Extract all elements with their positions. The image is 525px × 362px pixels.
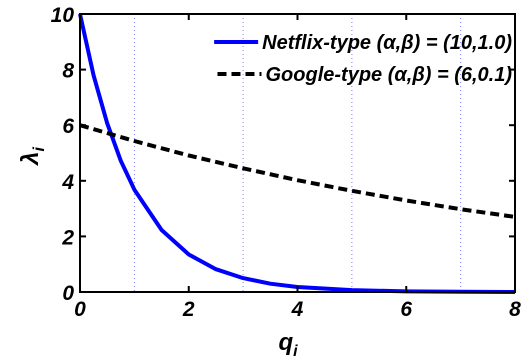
x-tick-label: 6 bbox=[400, 298, 412, 321]
series-layer bbox=[78, 13, 516, 294]
legend: Netflix-type (α,β) = (10,1.0) Google-type… bbox=[214, 32, 512, 86]
plot-area-frame bbox=[79, 13, 516, 293]
y-tick-label: 8 bbox=[62, 60, 74, 83]
x-tick-label: 2 bbox=[182, 298, 195, 321]
y-axis-label-sub: i bbox=[31, 147, 48, 152]
y-tick-label: 6 bbox=[62, 115, 74, 138]
x-axis-ticks: 0 2 4 6 8 bbox=[74, 14, 521, 321]
series-line-2 bbox=[79, 123, 516, 219]
legend-label-2: Google-type (α,β) = (6,0.1) bbox=[265, 64, 512, 86]
x-axis-label: qi bbox=[278, 329, 298, 360]
x-tick-label: 8 bbox=[509, 298, 521, 321]
y-tick-label: 0 bbox=[62, 282, 74, 305]
x-axis-label-sub: i bbox=[293, 343, 298, 360]
y-tick-label: 4 bbox=[61, 171, 74, 194]
series-line-1 bbox=[78, 13, 516, 294]
legend-label-1: Netflix-type (α,β) = (10,1.0) bbox=[262, 32, 512, 54]
y-axis-label-main: λ bbox=[17, 152, 44, 167]
x-tick-label: 0 bbox=[74, 298, 86, 321]
y-axis-ticks: 0 2 4 6 8 10 bbox=[51, 4, 515, 305]
y-tick-label: 2 bbox=[61, 226, 74, 249]
x-tick-label: 4 bbox=[291, 298, 304, 321]
y-tick-label: 10 bbox=[51, 4, 75, 27]
x-axis-label-main: q bbox=[278, 329, 293, 356]
y-axis-label: λi bbox=[17, 147, 48, 167]
